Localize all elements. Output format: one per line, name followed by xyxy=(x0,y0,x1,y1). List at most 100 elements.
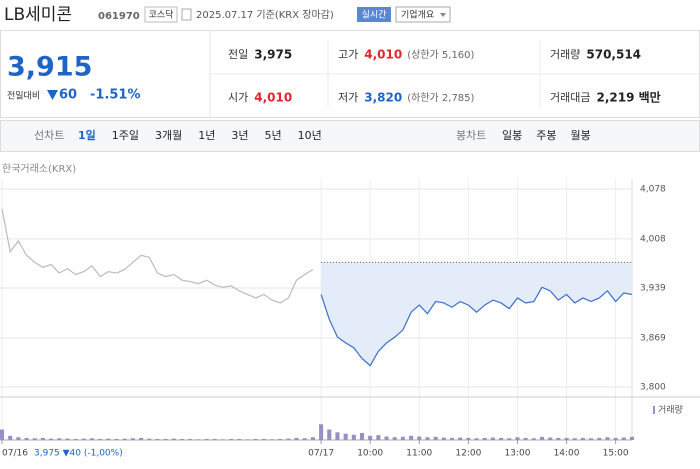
volume-bar xyxy=(425,437,430,440)
candle-tab[interactable]: 일봉 xyxy=(502,128,522,142)
volume-bar xyxy=(286,438,291,440)
volume-bar xyxy=(629,436,635,440)
change-label: 전일대비 xyxy=(7,91,40,102)
volume-bar xyxy=(474,438,479,440)
candle-tab[interactable]: 주봉 xyxy=(536,129,556,142)
volume-bar xyxy=(122,438,127,440)
volume-bar xyxy=(605,437,610,440)
volume-bar xyxy=(531,438,536,440)
volume-bar xyxy=(220,439,225,440)
volume-bar xyxy=(245,439,250,440)
volume-bar xyxy=(523,437,528,440)
volume-bar xyxy=(327,429,332,440)
x-tick-label: 12:00 xyxy=(455,449,481,459)
x-tick-label: 14:00 xyxy=(554,449,580,459)
volume-legend-swatch xyxy=(653,406,655,414)
chart-source: 한국거래소(KRX) xyxy=(2,163,76,175)
area-fill xyxy=(321,262,632,366)
summary-note: (하한가 2,785) xyxy=(407,91,474,104)
period-tab[interactable]: 3년 xyxy=(231,129,248,142)
volume-bar xyxy=(515,437,520,440)
company-button-label[interactable]: 기업개요 xyxy=(401,10,434,21)
candle-tab[interactable]: 월봉 xyxy=(571,129,591,142)
volume-bar xyxy=(73,438,78,440)
summary-note: (상한가 5,160) xyxy=(407,49,474,61)
tab-group-label: 선차트 xyxy=(34,129,64,142)
volume-bar xyxy=(621,437,626,440)
volume-bar xyxy=(204,438,209,440)
dropdown-arrow xyxy=(440,13,446,17)
footer-info: 3,975 ▼40 (-1,00%) xyxy=(34,449,123,459)
volume-bar xyxy=(376,435,381,440)
stock-code: 061970 xyxy=(98,11,140,22)
volume-bar xyxy=(237,438,242,440)
volume-bar xyxy=(482,437,487,440)
volume-bar xyxy=(490,437,495,440)
volume-bar xyxy=(278,438,283,440)
volume-bar xyxy=(106,438,111,440)
volume-bar xyxy=(40,437,45,440)
volume-bar xyxy=(392,437,397,440)
volume-bar xyxy=(343,433,348,440)
volume-bar xyxy=(556,437,561,440)
summary-value: 3,820 xyxy=(364,91,402,105)
summary-value: 2,219 백만 xyxy=(596,90,660,105)
volume-bar xyxy=(539,436,545,440)
volume-bar xyxy=(253,438,258,440)
volume-bar xyxy=(16,437,21,440)
y-tick-label: 3,800 xyxy=(640,383,666,393)
summary-value: 570,514 xyxy=(586,48,641,62)
period-tab[interactable]: 10년 xyxy=(298,129,322,142)
volume-legend: 거래량 xyxy=(658,404,683,416)
period-tab[interactable]: 5년 xyxy=(265,129,282,142)
price-chart: 3,800 3,869 3,939 4,008 4,078 07/16 07/17 10:00… xyxy=(0,179,700,459)
volume-bar xyxy=(212,438,217,440)
market-label: 코스닥 xyxy=(149,10,174,21)
period-tab[interactable]: 3개월 xyxy=(155,129,182,142)
volume-bar xyxy=(196,439,201,440)
tab-group-label: 봉차트 xyxy=(456,129,486,142)
summary-grid: 전일 3,975 고가 4,010 (상한가 5,160) 거래량 570,514 시가 4,0… xyxy=(228,47,661,105)
volume-bar xyxy=(417,436,422,440)
volume-bar xyxy=(147,438,152,440)
period-tab[interactable]: 1주일 xyxy=(112,128,139,142)
volume-bar xyxy=(139,437,144,440)
volume-bar xyxy=(24,437,29,440)
volume-bar xyxy=(449,437,455,440)
volume-bar xyxy=(589,438,594,440)
volume-bar xyxy=(499,437,504,440)
volume-bar xyxy=(261,438,266,440)
volume-bar xyxy=(81,438,86,440)
volume-bar xyxy=(400,436,405,440)
volume-bar xyxy=(466,437,471,440)
realtime-badge xyxy=(357,7,391,22)
volume-bar xyxy=(0,429,5,440)
company-button[interactable] xyxy=(395,6,451,23)
volume-bar xyxy=(409,435,414,440)
summary-label: 전일 xyxy=(228,47,248,61)
volume-bar xyxy=(359,433,365,440)
stock-name: LB세미콘 xyxy=(4,5,72,25)
date-note: 2025.07.17 기준(KRX 장마감) xyxy=(196,9,334,21)
calendar-icon xyxy=(181,8,192,21)
volume-bar xyxy=(57,438,62,440)
change-pct: -1.51% xyxy=(90,88,141,103)
volume-bar xyxy=(163,438,168,440)
volume-bar xyxy=(294,437,299,440)
period-tab[interactable]: 1년 xyxy=(198,129,215,142)
summary-label: 거래량 xyxy=(550,48,580,61)
volume-bar xyxy=(458,437,463,440)
volume-bar xyxy=(65,438,70,440)
x-tick-label: 11:00 xyxy=(406,449,432,459)
x-tick-label: 13:00 xyxy=(504,449,530,459)
volume-bar xyxy=(114,438,119,440)
y-tick-label: 4,078 xyxy=(640,185,666,195)
volume-bar xyxy=(89,438,95,440)
volume-bar xyxy=(433,436,438,440)
period-tab[interactable]: 1일 xyxy=(78,128,96,142)
summary-label: 거래대금 xyxy=(550,91,590,104)
x-tick-label: 15:00 xyxy=(603,449,629,459)
